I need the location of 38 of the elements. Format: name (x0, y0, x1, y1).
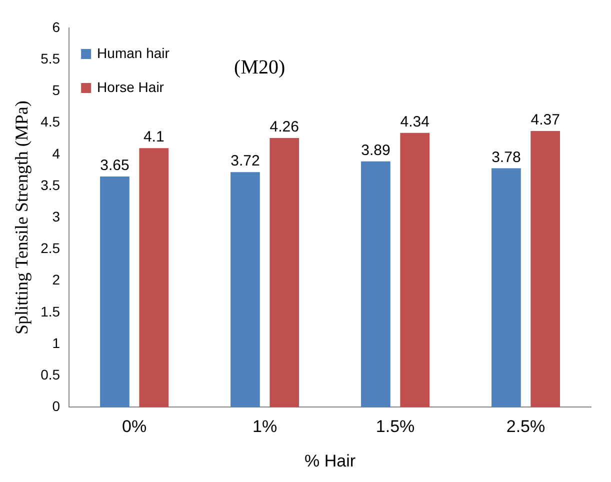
data-label: 4.1 (143, 128, 164, 146)
y-tick-label: 5 (52, 82, 60, 98)
y-axis-title: Splitting Tensile Strength (MPa) (12, 100, 32, 335)
y-tick-label: 4 (52, 145, 60, 162)
legend-label: Horse Hair (97, 78, 164, 95)
x-tick-label: 0% (122, 417, 147, 436)
bar (400, 132, 430, 408)
y-tick-label: 5.5 (40, 50, 60, 66)
x-tick-label: 1.5% (376, 417, 415, 436)
bar (270, 138, 300, 408)
y-tick-label: 3.5 (40, 176, 60, 193)
y-tick-label: 2.5 (40, 240, 60, 256)
bar (230, 172, 260, 408)
y-tick-label: 4.5 (40, 114, 60, 130)
bar (361, 161, 390, 408)
bar (492, 168, 521, 408)
bar (139, 148, 169, 408)
x-tick-label: 2.5% (506, 417, 546, 436)
data-label: 3.72 (230, 152, 260, 170)
data-label: 4.37 (530, 112, 560, 129)
y-tick-label: 2 (52, 272, 60, 288)
data-label: 3.78 (492, 148, 521, 166)
legend-label: Human hair (97, 44, 170, 61)
data-label: 3.89 (361, 142, 390, 159)
bar (100, 176, 130, 408)
y-tick-label: 0.5 (40, 366, 60, 382)
data-label: 4.26 (270, 118, 299, 136)
y-tick-label: 1 (52, 334, 60, 351)
y-tick-label: 3 (52, 208, 60, 224)
y-tick-label: 1.5 (40, 303, 60, 320)
y-tick-label: 6 (52, 18, 60, 35)
y-tick-label: 0 (52, 398, 60, 414)
x-tick-label: 1% (252, 417, 278, 436)
data-label: 4.34 (400, 114, 430, 131)
x-axis-title: % Hair (304, 451, 356, 470)
bar (530, 131, 560, 408)
data-label: 3.65 (100, 157, 130, 174)
annotation: (M20) (234, 56, 286, 78)
